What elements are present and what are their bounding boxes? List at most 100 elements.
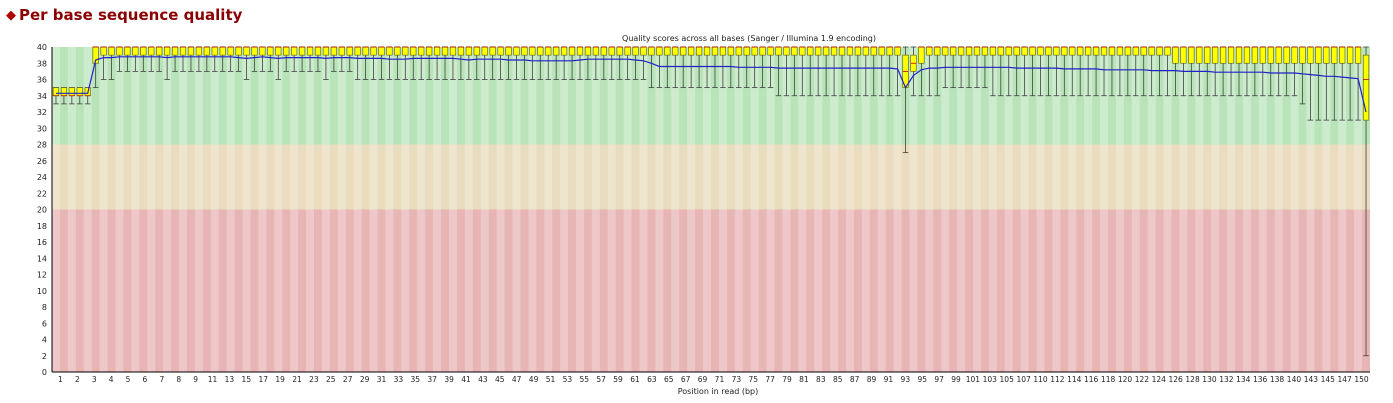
stripe-reasonable	[163, 144, 172, 210]
box	[497, 46, 504, 56]
box	[735, 46, 742, 56]
stripe-reasonable	[1338, 144, 1347, 210]
box	[251, 46, 258, 56]
y-tick-label: 36	[37, 76, 47, 85]
stripe-poor	[353, 209, 362, 372]
y-tick-label: 4	[42, 336, 47, 345]
box	[545, 46, 552, 56]
stripe-good	[337, 47, 346, 145]
stripe-reasonable	[147, 144, 156, 210]
box	[386, 46, 393, 56]
box	[1172, 46, 1179, 64]
box	[187, 46, 195, 56]
stripe-poor	[1100, 209, 1108, 372]
stripe-reasonable	[750, 144, 759, 210]
x-tick-label: 140	[1287, 375, 1302, 384]
section-title: Per base sequence quality	[19, 6, 243, 24]
box	[132, 46, 139, 56]
box	[672, 46, 679, 56]
y-tick-label: 38	[37, 59, 47, 68]
box	[1124, 46, 1131, 56]
box	[203, 46, 210, 56]
box	[1331, 46, 1338, 64]
box	[100, 46, 107, 56]
x-tick-label: 35	[411, 375, 421, 384]
stripe-poor	[1004, 209, 1013, 372]
x-tick-label: 43	[478, 375, 488, 384]
y-tick-label: 26	[37, 157, 47, 166]
box	[1077, 46, 1084, 56]
x-tick-label: 87	[850, 375, 860, 384]
stripe-reasonable	[464, 144, 473, 210]
box	[1029, 46, 1036, 56]
x-tick-label: 136	[1253, 375, 1268, 384]
stripe-poor	[1147, 209, 1156, 372]
stripe-good	[464, 47, 473, 145]
stripe-poor	[671, 209, 680, 372]
stripe-good	[115, 47, 124, 145]
stripe-reasonable	[909, 144, 918, 210]
stripe-reasonable	[1100, 144, 1108, 210]
y-tick-label: 20	[37, 206, 47, 215]
box	[1299, 46, 1306, 64]
box	[354, 46, 361, 56]
stripe-poor	[703, 209, 711, 372]
x-tick-label: 71	[715, 375, 725, 384]
box	[283, 46, 290, 56]
box	[68, 87, 75, 97]
stripe-poor	[1131, 209, 1140, 372]
box	[1132, 46, 1139, 56]
box	[1267, 46, 1274, 64]
stripe-reasonable	[401, 144, 410, 210]
stripe-poor	[290, 209, 299, 372]
stripe-good	[242, 47, 251, 145]
box	[1013, 46, 1020, 56]
x-tick-label: 77	[765, 375, 775, 384]
y-tick-label: 24	[37, 173, 47, 182]
stripe-good	[544, 47, 553, 145]
box	[688, 46, 695, 56]
stripe-poor	[1306, 209, 1315, 372]
x-tick-label: 103	[983, 375, 998, 384]
box	[1164, 46, 1171, 56]
x-tick-label: 23	[309, 375, 319, 384]
stripe-poor	[687, 209, 696, 372]
x-tick-label: 93	[901, 375, 911, 384]
stripe-good	[639, 47, 648, 145]
box	[410, 46, 417, 56]
box	[394, 46, 401, 56]
box	[1251, 46, 1258, 64]
stripe-poor	[115, 209, 124, 372]
stripe-good	[131, 47, 140, 145]
stripe-good	[560, 47, 569, 145]
box	[807, 46, 814, 56]
x-tick-label: 55	[579, 375, 589, 384]
y-tick-label: 30	[37, 124, 47, 133]
x-tick-label: 15	[242, 375, 252, 384]
stripe-reasonable	[544, 144, 553, 210]
stripe-reasonable	[433, 144, 442, 210]
box	[608, 46, 615, 56]
stripe-good	[385, 47, 394, 145]
x-tick-label: 67	[681, 375, 691, 384]
x-tick-label: 33	[394, 375, 404, 384]
stripe-poor	[941, 209, 950, 372]
stripe-reasonable	[591, 144, 600, 210]
stripe-reasonable	[734, 144, 743, 210]
stripe-poor	[957, 209, 966, 372]
stripe-poor	[306, 209, 315, 372]
y-tick-label: 10	[37, 287, 47, 296]
stripe-poor	[877, 209, 886, 372]
box	[894, 46, 901, 56]
y-tick-label: 34	[37, 92, 47, 101]
box	[1092, 46, 1100, 56]
box	[1220, 46, 1227, 64]
axes	[51, 47, 1370, 373]
box	[227, 46, 234, 56]
box	[1291, 46, 1298, 64]
box	[870, 46, 877, 56]
box	[243, 46, 250, 56]
stripe-poor	[1179, 209, 1188, 372]
x-tick-label: 51	[546, 375, 556, 384]
box	[465, 46, 472, 56]
